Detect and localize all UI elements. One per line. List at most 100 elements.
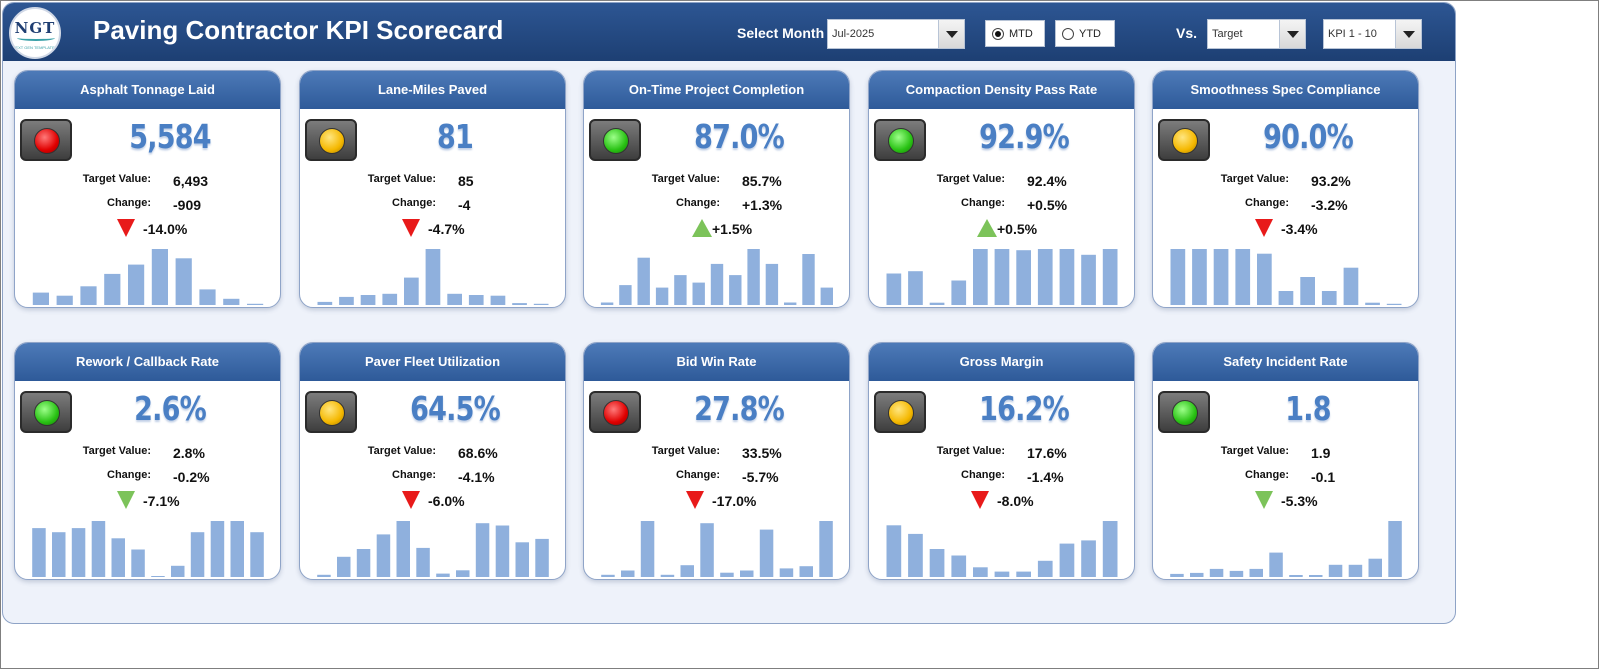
kpi-card-header: Compaction Density Pass Rate <box>869 71 1134 109</box>
change-value: -4.1% <box>458 469 495 485</box>
sparkline-bar <box>447 293 462 305</box>
ytd-radio[interactable]: YTD <box>1055 20 1115 47</box>
select-month-label: Select Month <box>737 25 825 41</box>
sparkline-bar <box>1386 303 1402 305</box>
logo-swoosh-icon <box>17 35 55 41</box>
sparkline-bar <box>929 549 945 577</box>
arrow-down-icon <box>1255 491 1273 509</box>
change-percent: -17.0% <box>712 493 757 509</box>
radio-unselected-icon[interactable] <box>1062 28 1074 40</box>
status-amber-light-icon <box>319 128 345 154</box>
sparkline-bar <box>490 295 506 305</box>
target-label: Target Value: <box>651 445 720 457</box>
trend-sparkline <box>598 515 836 577</box>
dashboard-panel: NGT NEXT GEN TEMPLATES Paving Contractor… <box>2 2 1456 624</box>
sparkline-bar <box>32 292 49 305</box>
kpi-card: Lane-Miles Paved 81 Target Value: 85 Change:… <box>299 70 566 308</box>
change-percent: -7.1% <box>143 493 180 509</box>
target-label: Target Value: <box>1220 173 1289 185</box>
status-green-light-icon <box>1172 400 1198 426</box>
traffic-light-icon <box>20 119 72 161</box>
traffic-light-icon <box>589 119 641 161</box>
traffic-light-icon <box>20 391 72 433</box>
sparkline-bar <box>1289 575 1303 577</box>
kpi-range-dropdown[interactable]: KPI 1 - 10 <box>1323 19 1422 49</box>
sparkline-bar <box>1365 302 1380 305</box>
traffic-light-icon <box>1158 391 1210 433</box>
trend-sparkline <box>883 515 1121 577</box>
sparkline-bar <box>799 566 813 577</box>
kpi-card-header: Lane-Miles Paved <box>300 71 565 109</box>
sparkline-bar <box>660 574 675 577</box>
sparkline-bar <box>680 565 694 577</box>
sparkline-bar <box>337 556 351 577</box>
sparkline-bar <box>91 521 106 577</box>
trend-sparkline <box>29 515 267 577</box>
target-value: 17.6% <box>1027 445 1067 461</box>
sparkline-chart <box>1170 249 1402 305</box>
sparkline-bar <box>886 525 902 577</box>
target-value: 68.6% <box>458 445 498 461</box>
arrow-up-icon <box>977 219 997 237</box>
traffic-light-icon <box>305 391 357 433</box>
sparkline-bar <box>655 287 669 305</box>
sparkline-bar <box>475 523 490 577</box>
sparkline-bar <box>1249 568 1263 577</box>
sparkline-bar <box>223 298 240 305</box>
sparkline-bar <box>640 521 655 577</box>
sparkline-bar <box>1235 249 1251 305</box>
status-red-light-icon <box>603 400 629 426</box>
change-value: +0.5% <box>1027 197 1068 213</box>
vs-value: Target <box>1212 28 1243 40</box>
sparkline-bar <box>819 521 833 577</box>
kpi-card-header: Asphalt Tonnage Laid <box>15 71 280 109</box>
vs-dropdown[interactable]: Target <box>1207 19 1306 49</box>
change-percent: -14.0% <box>143 221 188 237</box>
sparkline-bar <box>619 285 632 305</box>
kpi-card: Bid Win Rate 27.8% Target Value: 33.5% Chang… <box>583 342 850 580</box>
sparkline-bar <box>621 570 635 577</box>
change-label: Change: <box>107 197 151 209</box>
mtd-radio[interactable]: MTD <box>985 20 1045 47</box>
chevron-down-icon[interactable] <box>938 20 964 48</box>
kpi-title: Rework / Callback Rate <box>75 354 220 369</box>
sparkline-bar <box>535 538 549 577</box>
logo-subtext: NEXT GEN TEMPLATES <box>12 45 58 50</box>
target-label: Target Value: <box>367 445 436 457</box>
month-dropdown[interactable]: Jul-2025 <box>827 19 965 49</box>
trend-sparkline <box>314 243 552 305</box>
sparkline-bar <box>637 257 650 305</box>
kpi-card: Gross Margin 16.2% Target Value: 17.6% Chang… <box>868 342 1135 580</box>
change-label: Change: <box>392 197 436 209</box>
kpi-card-header: Bid Win Rate <box>584 343 849 381</box>
sparkline-bar <box>199 289 216 305</box>
sparkline-bar <box>56 295 73 305</box>
sparkline-bar <box>416 547 430 577</box>
sparkline-bar <box>1300 277 1315 305</box>
chevron-down-icon[interactable] <box>1279 20 1305 48</box>
sparkline-bar <box>376 534 391 577</box>
change-label: Change: <box>1245 469 1289 481</box>
trend-sparkline <box>314 515 552 577</box>
sparkline-bar <box>356 549 371 577</box>
radio-selected-icon[interactable] <box>992 28 1004 40</box>
sparkline-bar <box>1081 540 1096 577</box>
chevron-down-icon[interactable] <box>1395 20 1421 48</box>
target-value: 1.9 <box>1311 445 1331 461</box>
kpi-actual-value: 92.9% <box>979 117 1070 156</box>
trend-sparkline <box>883 243 1121 305</box>
sparkline-bar <box>600 302 614 305</box>
sparkline-bar <box>1229 570 1244 577</box>
sparkline-bar <box>104 273 121 305</box>
kpi-actual-value: 1.8 <box>1285 389 1331 428</box>
sparkline-bar <box>784 302 797 305</box>
traffic-light-icon <box>874 391 926 433</box>
change-percent: -6.0% <box>428 493 465 509</box>
change-label: Change: <box>961 197 1005 209</box>
sparkline-bar <box>1269 552 1283 577</box>
sparkline-bar <box>802 254 815 305</box>
target-value: 85 <box>458 173 474 189</box>
kpi-title: Lane-Miles Paved <box>377 82 488 97</box>
change-value: +1.3% <box>742 197 783 213</box>
kpi-card-header: Rework / Callback Rate <box>15 343 280 381</box>
